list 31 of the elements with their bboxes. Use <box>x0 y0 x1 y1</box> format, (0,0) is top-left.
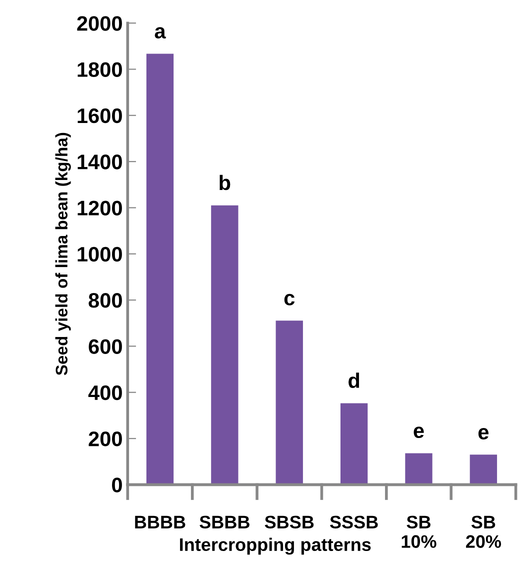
y-tick-label: 400 <box>88 385 122 400</box>
bar <box>276 320 303 485</box>
y-tick-label: 1600 <box>78 108 122 124</box>
x-axis-title: Intercropping patterns <box>180 538 371 555</box>
y-tick-label: 1000 <box>78 246 122 262</box>
annotation: c <box>284 294 295 306</box>
y-axis-title: Seed yield of lima bean (kg/ha) <box>55 132 71 376</box>
annotation: d <box>348 372 360 388</box>
bar <box>340 403 368 485</box>
y-tick-label: 200 <box>88 432 122 446</box>
y-tick-label: 1200 <box>78 200 122 216</box>
x-tick-label: SBSB <box>264 516 314 528</box>
x-tick-label: BBBB <box>135 516 186 528</box>
y-tick-label: 600 <box>88 339 122 354</box>
bar <box>405 453 432 485</box>
y-tick-label: 0 <box>112 478 122 492</box>
bar <box>146 54 174 485</box>
bar <box>211 205 238 485</box>
y-tick-label: 2000 <box>77 16 122 31</box>
y-tick-label: 1800 <box>78 62 122 77</box>
annotation: a <box>154 27 166 39</box>
y-tick-label: 800 <box>88 293 122 308</box>
x-tick-label: SB 20% <box>466 516 502 548</box>
x-tick-label: SB 10% <box>402 516 436 548</box>
annotation: e <box>414 426 424 438</box>
x-tick-label: SBBB <box>200 516 250 528</box>
annotation: e <box>478 428 489 440</box>
y-tick-label: 1400 <box>78 154 122 170</box>
bar <box>470 454 498 485</box>
annotation: b <box>220 174 230 190</box>
x-tick-label: SSSB <box>330 516 378 528</box>
